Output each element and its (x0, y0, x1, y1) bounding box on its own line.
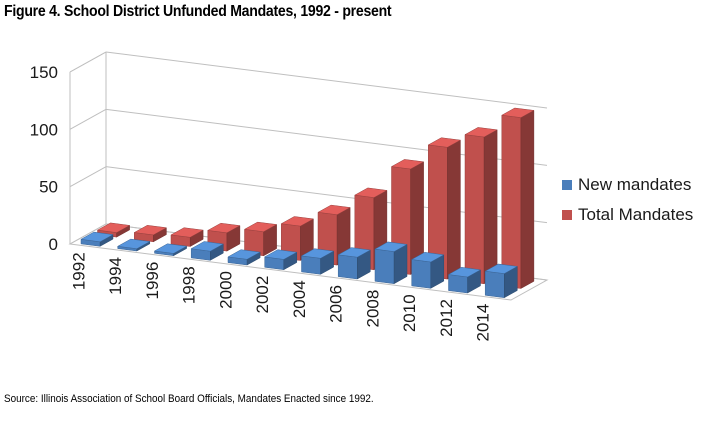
x-tick-label: 2002 (253, 276, 272, 314)
gridline-side (69, 51, 107, 73)
legend-swatch (562, 180, 572, 190)
new-mandates-bar-2012 (447, 267, 482, 294)
x-tick-label: 2012 (437, 299, 456, 337)
legend-label: Total Mandates (578, 205, 693, 224)
new-mandates-bar-2014 (484, 263, 519, 299)
legend-swatch (562, 210, 572, 220)
new-mandates-bar-2000 (227, 249, 261, 266)
x-tick-label: 1996 (143, 262, 162, 300)
x-tick-label: 1994 (106, 257, 125, 295)
total-mandates-bar-1994 (133, 225, 168, 243)
total-mandates-bar-1996 (170, 227, 204, 247)
gridline-side (69, 108, 107, 130)
x-axis: 1992 1994 1996 1998 2000 2002 2004 2006 2008 2010… (69, 252, 492, 341)
gridline-side (69, 166, 107, 188)
y-axis: 0 50 100 150 (30, 63, 58, 254)
x-tick-label: 2006 (327, 285, 346, 323)
new-mandates-bar-2002 (263, 249, 298, 271)
x-tick-label: 2000 (216, 271, 235, 309)
total-mandates-bar-2014 (501, 107, 535, 289)
new-mandates-bar-1996 (153, 243, 188, 257)
gridline (105, 51, 548, 109)
new-mandates-bar-2008 (374, 241, 408, 285)
new-mandates-bar-1992 (80, 231, 114, 247)
legend-label: New mandates (578, 175, 691, 194)
total-mandates-bar-1998 (207, 222, 241, 252)
new-mandates-bar-2010 (410, 252, 445, 289)
y-tick-label: 100 (30, 120, 58, 139)
gridline-side (69, 223, 107, 245)
x-tick-label: 2004 (290, 280, 309, 318)
new-mandates-bar-1994 (116, 238, 151, 252)
new-mandates-bar-2004 (300, 248, 335, 275)
legend: New mandates Total Mandates (562, 175, 693, 224)
x-tick-label: 2014 (474, 304, 493, 342)
x-tick-label: 1992 (69, 252, 88, 290)
total-mandates-bar-2010 (427, 137, 462, 280)
new-mandates-bar-1998 (190, 241, 225, 261)
bars (80, 107, 535, 299)
new-mandates-bar-2006 (337, 247, 372, 280)
total-mandates-bar-2012 (464, 127, 498, 285)
y-tick-label: 150 (30, 63, 58, 82)
x-tick-label: 2008 (363, 290, 382, 328)
chart-title: Figure 4. School District Unfunded Manda… (4, 3, 392, 20)
y-tick-label: 50 (39, 178, 58, 197)
x-tick-label: 1998 (180, 266, 199, 304)
x-tick-label: 2010 (400, 294, 419, 332)
total-mandates-bar-2000 (243, 221, 278, 257)
source-note: Source: Illinois Association of School B… (4, 393, 374, 405)
y-tick-label: 0 (49, 235, 58, 254)
